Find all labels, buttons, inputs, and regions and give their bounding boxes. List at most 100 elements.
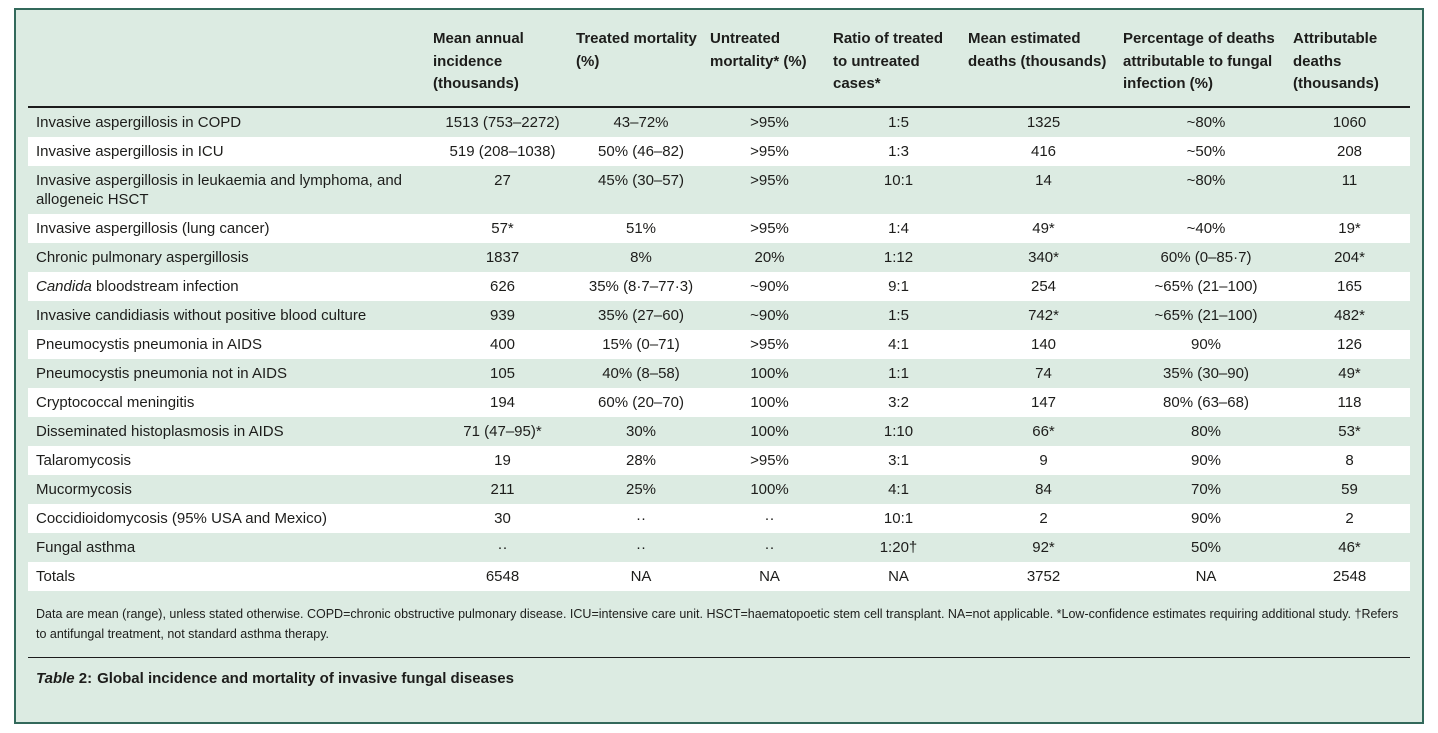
table-container: Mean annual incidence (thousands) Treated… [14, 8, 1424, 724]
row-label: Pneumocystis pneumonia in AIDS [36, 335, 262, 353]
cell: 140 [1030, 335, 1057, 353]
cell: 3752 [1026, 567, 1061, 585]
cell: 35% (8·7–77·3) [588, 277, 694, 295]
cell: NA [759, 567, 780, 585]
cell: 1:5 [888, 113, 909, 131]
cell: 2548 [1332, 567, 1367, 585]
caption-label: Table 2: [36, 669, 93, 687]
cell: 1325 [1026, 113, 1061, 131]
table-footnote: Data are mean (range), unless stated oth… [36, 606, 1399, 641]
cell: NA [888, 567, 909, 585]
cell: 70% [1190, 480, 1222, 498]
cell: 10:1 [883, 509, 914, 527]
cell: 49* [1032, 219, 1055, 237]
cell: 90% [1190, 451, 1222, 469]
cell: 1:5 [888, 306, 909, 324]
cell: ~80% [1186, 113, 1226, 131]
cell: 519 (208–1038) [449, 142, 556, 160]
table-row: Totals 6548 NA NA NA 3752 NA 2548 [28, 561, 1410, 591]
cell: ·· [764, 509, 775, 527]
cell: ~65% (21–100) [1154, 306, 1258, 324]
cell: 9:1 [888, 277, 909, 295]
cell: 100% [750, 480, 789, 498]
cell: 66* [1032, 422, 1055, 440]
table-row: Invasive aspergillosis in ICU 519 (208–10… [28, 136, 1410, 166]
cell: 100% [750, 393, 789, 411]
cell: 25% [625, 480, 657, 498]
cell: 147 [1030, 393, 1057, 411]
cell: 400 [489, 335, 516, 353]
cell: ~90% [750, 277, 789, 295]
cell: 105 [489, 364, 516, 382]
row-label: Pneumocystis pneumonia not in AIDS [36, 364, 287, 382]
table-body: Invasive aspergillosis in COPD 1513 (753–… [28, 107, 1410, 591]
cell: 1:4 [888, 219, 909, 237]
cell: 27 [494, 171, 511, 189]
row-label: Cryptococcal meningitis [36, 393, 195, 411]
cell: 204* [1334, 248, 1365, 266]
cell: 15% (0–71) [602, 335, 680, 353]
cell: 208 [1336, 142, 1363, 160]
cell: ~65% (21–100) [1154, 277, 1258, 295]
caption-divider [28, 656, 1410, 658]
header-row: Mean annual incidence (thousands) Treated… [28, 10, 1410, 108]
cell: 19 [494, 451, 511, 469]
cell: >95% [750, 451, 789, 469]
table-row: Disseminated histoplasmosis in AIDS 71 (4… [28, 417, 1410, 446]
cell: 74 [1035, 364, 1052, 382]
cell: 1060 [1332, 113, 1367, 131]
cell: 10:1 [883, 171, 914, 189]
cell: 71 (47–95)* [463, 422, 542, 440]
cell: 60% (20–70) [598, 393, 684, 411]
cell: 939 [489, 306, 516, 324]
table-row: Coccidioidomycosis (95% USA and Mexico) 3… [28, 503, 1410, 533]
cell: 194 [489, 393, 516, 411]
cell: ~90% [750, 306, 789, 324]
cell: 19* [1338, 219, 1361, 237]
row-label: Totals [36, 567, 76, 585]
cell: ·· [636, 509, 646, 527]
row-label: Invasive aspergillosis in COPD [36, 113, 242, 131]
row-label: Invasive candidiasis without positive bl… [36, 306, 367, 324]
cell: 35% (27–60) [598, 306, 684, 324]
cell: ~50% [1186, 142, 1226, 160]
cell: 11 [1341, 171, 1358, 189]
cell: 80% [1190, 422, 1222, 440]
cell: 35% (30–90) [1163, 364, 1249, 382]
cell: >95% [750, 219, 789, 237]
cell: 1:3 [888, 142, 909, 160]
row-label: Disseminated histoplasmosis in AIDS [36, 422, 284, 440]
cell: 40% (8–58) [602, 364, 680, 382]
cell: 1:1 [888, 364, 909, 382]
cell: 1:20† [879, 538, 918, 556]
table-row: Invasive aspergillosis in leukaemia and … [28, 166, 1410, 214]
cell: 28% [625, 451, 657, 469]
column-header: Mean annual incidence (thousands) [433, 10, 576, 108]
table-row: Fungal asthma ·· ·· ·· 1:20† 92* 50% 46* [28, 533, 1410, 562]
cell: 46* [1338, 538, 1361, 556]
caption-title: Global incidence and mortality of invasi… [97, 669, 514, 687]
cell: 1837 [485, 248, 520, 266]
fungal-disease-table: Mean annual incidence (thousands) Treated… [28, 10, 1410, 591]
cell: 59 [1341, 480, 1358, 498]
cell: 60% (0–85·7) [1160, 248, 1252, 266]
table-row: Candida bloodstream infection 626 35% (8·7… [28, 271, 1410, 301]
column-header: Mean estimated deaths (thousands) [968, 10, 1123, 108]
column-header [28, 10, 433, 108]
table-row: Invasive candidiasis without positive bl… [28, 301, 1410, 330]
cell: 84 [1035, 480, 1052, 498]
cell: 4:1 [888, 480, 909, 498]
cell: 14 [1035, 171, 1052, 189]
table-row: Talaromycosis 19 28% >95% 3:1 9 90% 8 [28, 445, 1410, 475]
cell: 57* [491, 219, 514, 237]
cell: 1:10 [883, 422, 914, 440]
cell: 53* [1338, 422, 1361, 440]
row-label: Talaromycosis [36, 451, 132, 469]
cell: ~80% [1186, 171, 1226, 189]
row-label: Invasive aspergillosis in leukaemia and … [36, 171, 403, 208]
table-row: Pneumocystis pneumonia in AIDS 400 15% (0–… [28, 329, 1410, 359]
cell: ·· [636, 538, 646, 556]
cell: 92* [1032, 538, 1055, 556]
cell: 6548 [485, 567, 520, 585]
column-header: Untreated mortality* (%) [710, 10, 833, 108]
